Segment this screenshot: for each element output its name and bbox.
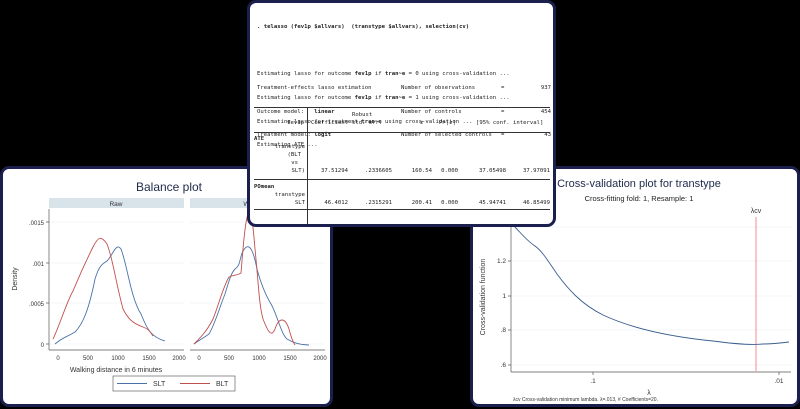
x-tick: 2000 — [313, 356, 327, 362]
log-line: Estimating lasso for outcome fev1p if tr… — [257, 94, 510, 101]
pomean-stderr: .2315291 — [365, 200, 392, 206]
header-stderr: std. err. — [352, 120, 383, 126]
x-tick: 500 — [224, 356, 235, 362]
log-line: Estimating ATE ... — [257, 142, 318, 149]
results-window[interactable]: . telasso (fev1p $allvars) (transtype $a… — [247, 0, 556, 227]
x-tick: 0 — [56, 356, 60, 362]
console-output: . telasso (fev1p $allvars) (transtype $a… — [257, 8, 510, 190]
x-tick: 1000 — [111, 356, 125, 362]
x-tick: 1500 — [283, 356, 297, 362]
x-tick: .01 — [774, 378, 783, 385]
panel-label-raw: Raw — [109, 201, 122, 208]
estimation-stats: Number of observations = 937 Number of con… — [401, 84, 551, 139]
x-axis-label: Walking distance in 6 minutes — [70, 367, 163, 374]
y-axis-label: Cross-validation function — [480, 259, 487, 336]
y-tick: 0 — [41, 343, 45, 349]
ate-coef: 37.51294 — [321, 168, 348, 174]
lambda-cv-annotation: λcv — [751, 208, 762, 215]
y-tick: 1.2 — [497, 258, 506, 265]
cv-plot-chart: Cross-validation plot for transtype Cros… — [480, 178, 791, 403]
footnote: λcv Cross-validation minimum lambda. λ=.… — [513, 397, 658, 403]
x-tick: 0 — [197, 356, 201, 362]
x-tick: 1000 — [252, 356, 266, 362]
pomean-z: 200.41 — [411, 200, 432, 206]
log-line: Estimating lasso for treatment tran~e us… — [257, 118, 473, 125]
estimation-summary: Treatment-effects lasso estimation Outco… — [257, 84, 372, 139]
legend-slt-label: SLT — [153, 381, 166, 388]
y-tick: .6 — [501, 362, 507, 369]
ate-z: 160.54 — [411, 168, 432, 174]
raw-blt-curve — [52, 237, 154, 340]
chart-title: Cross-validation plot for transtype — [557, 178, 721, 190]
legend-blt-label: BLT — [216, 381, 229, 388]
section-ate: ATE — [254, 136, 265, 142]
y-axis-label: Density — [12, 267, 19, 291]
pomean-coef: 46.4012 — [324, 200, 348, 206]
chart-subtitle: Cross-fitting fold: 1, Resample: 1 — [585, 194, 694, 203]
x-tick: 500 — [83, 356, 94, 362]
command-line: . telasso (fev1p $allvars) (transtype $a… — [257, 23, 470, 30]
header-depvar: fev1p — [287, 120, 304, 126]
header-robust: Robust — [352, 112, 373, 118]
chart-title: Balance plot — [136, 180, 203, 194]
ate-ci-high: 37.97091 — [523, 168, 550, 174]
summary-title: Treatment-effects lasso estimation — [257, 84, 372, 91]
balance-plot-chart: Balance plot Raw Weighted .0015 .001 .00… — [12, 180, 327, 392]
ate-p: 0.000 — [441, 168, 458, 174]
weighted-slt-curve — [193, 246, 310, 346]
panel-header-raw — [49, 198, 184, 208]
x-tick: 1500 — [142, 356, 156, 362]
x-tick: .1 — [590, 378, 596, 385]
y-tick: 1 — [502, 293, 506, 300]
header-p: P>|z| — [439, 120, 456, 126]
y-tick: .8 — [501, 327, 507, 334]
header-z: z — [420, 120, 424, 126]
ate-stderr: .2336605 — [365, 168, 392, 174]
y-tick: .001 — [32, 262, 44, 268]
log-line: Estimating lasso for outcome fev1p if tr… — [257, 71, 510, 78]
x-axis-label: λ — [647, 390, 651, 397]
x-tick: 2000 — [172, 356, 186, 362]
section-pomean: POmean — [254, 184, 275, 190]
results-table: Robust fev1p Coefficient std. err. z P>|… — [254, 105, 550, 224]
header-coef: Coefficient — [311, 120, 349, 126]
y-tick: .0005 — [29, 302, 45, 308]
legend — [112, 375, 236, 392]
pomean-p: 0.000 — [441, 200, 458, 206]
raw-slt-curve — [54, 246, 166, 345]
pomean-ci-low: 45.94741 — [479, 200, 506, 206]
y-tick: .0015 — [29, 221, 45, 227]
header-ci: [95% conf. interval] — [476, 120, 544, 126]
ate-ci-low: 37.05498 — [479, 168, 506, 174]
pomean-ci-high: 46.85499 — [523, 200, 550, 206]
cv-function-curve — [512, 224, 790, 345]
